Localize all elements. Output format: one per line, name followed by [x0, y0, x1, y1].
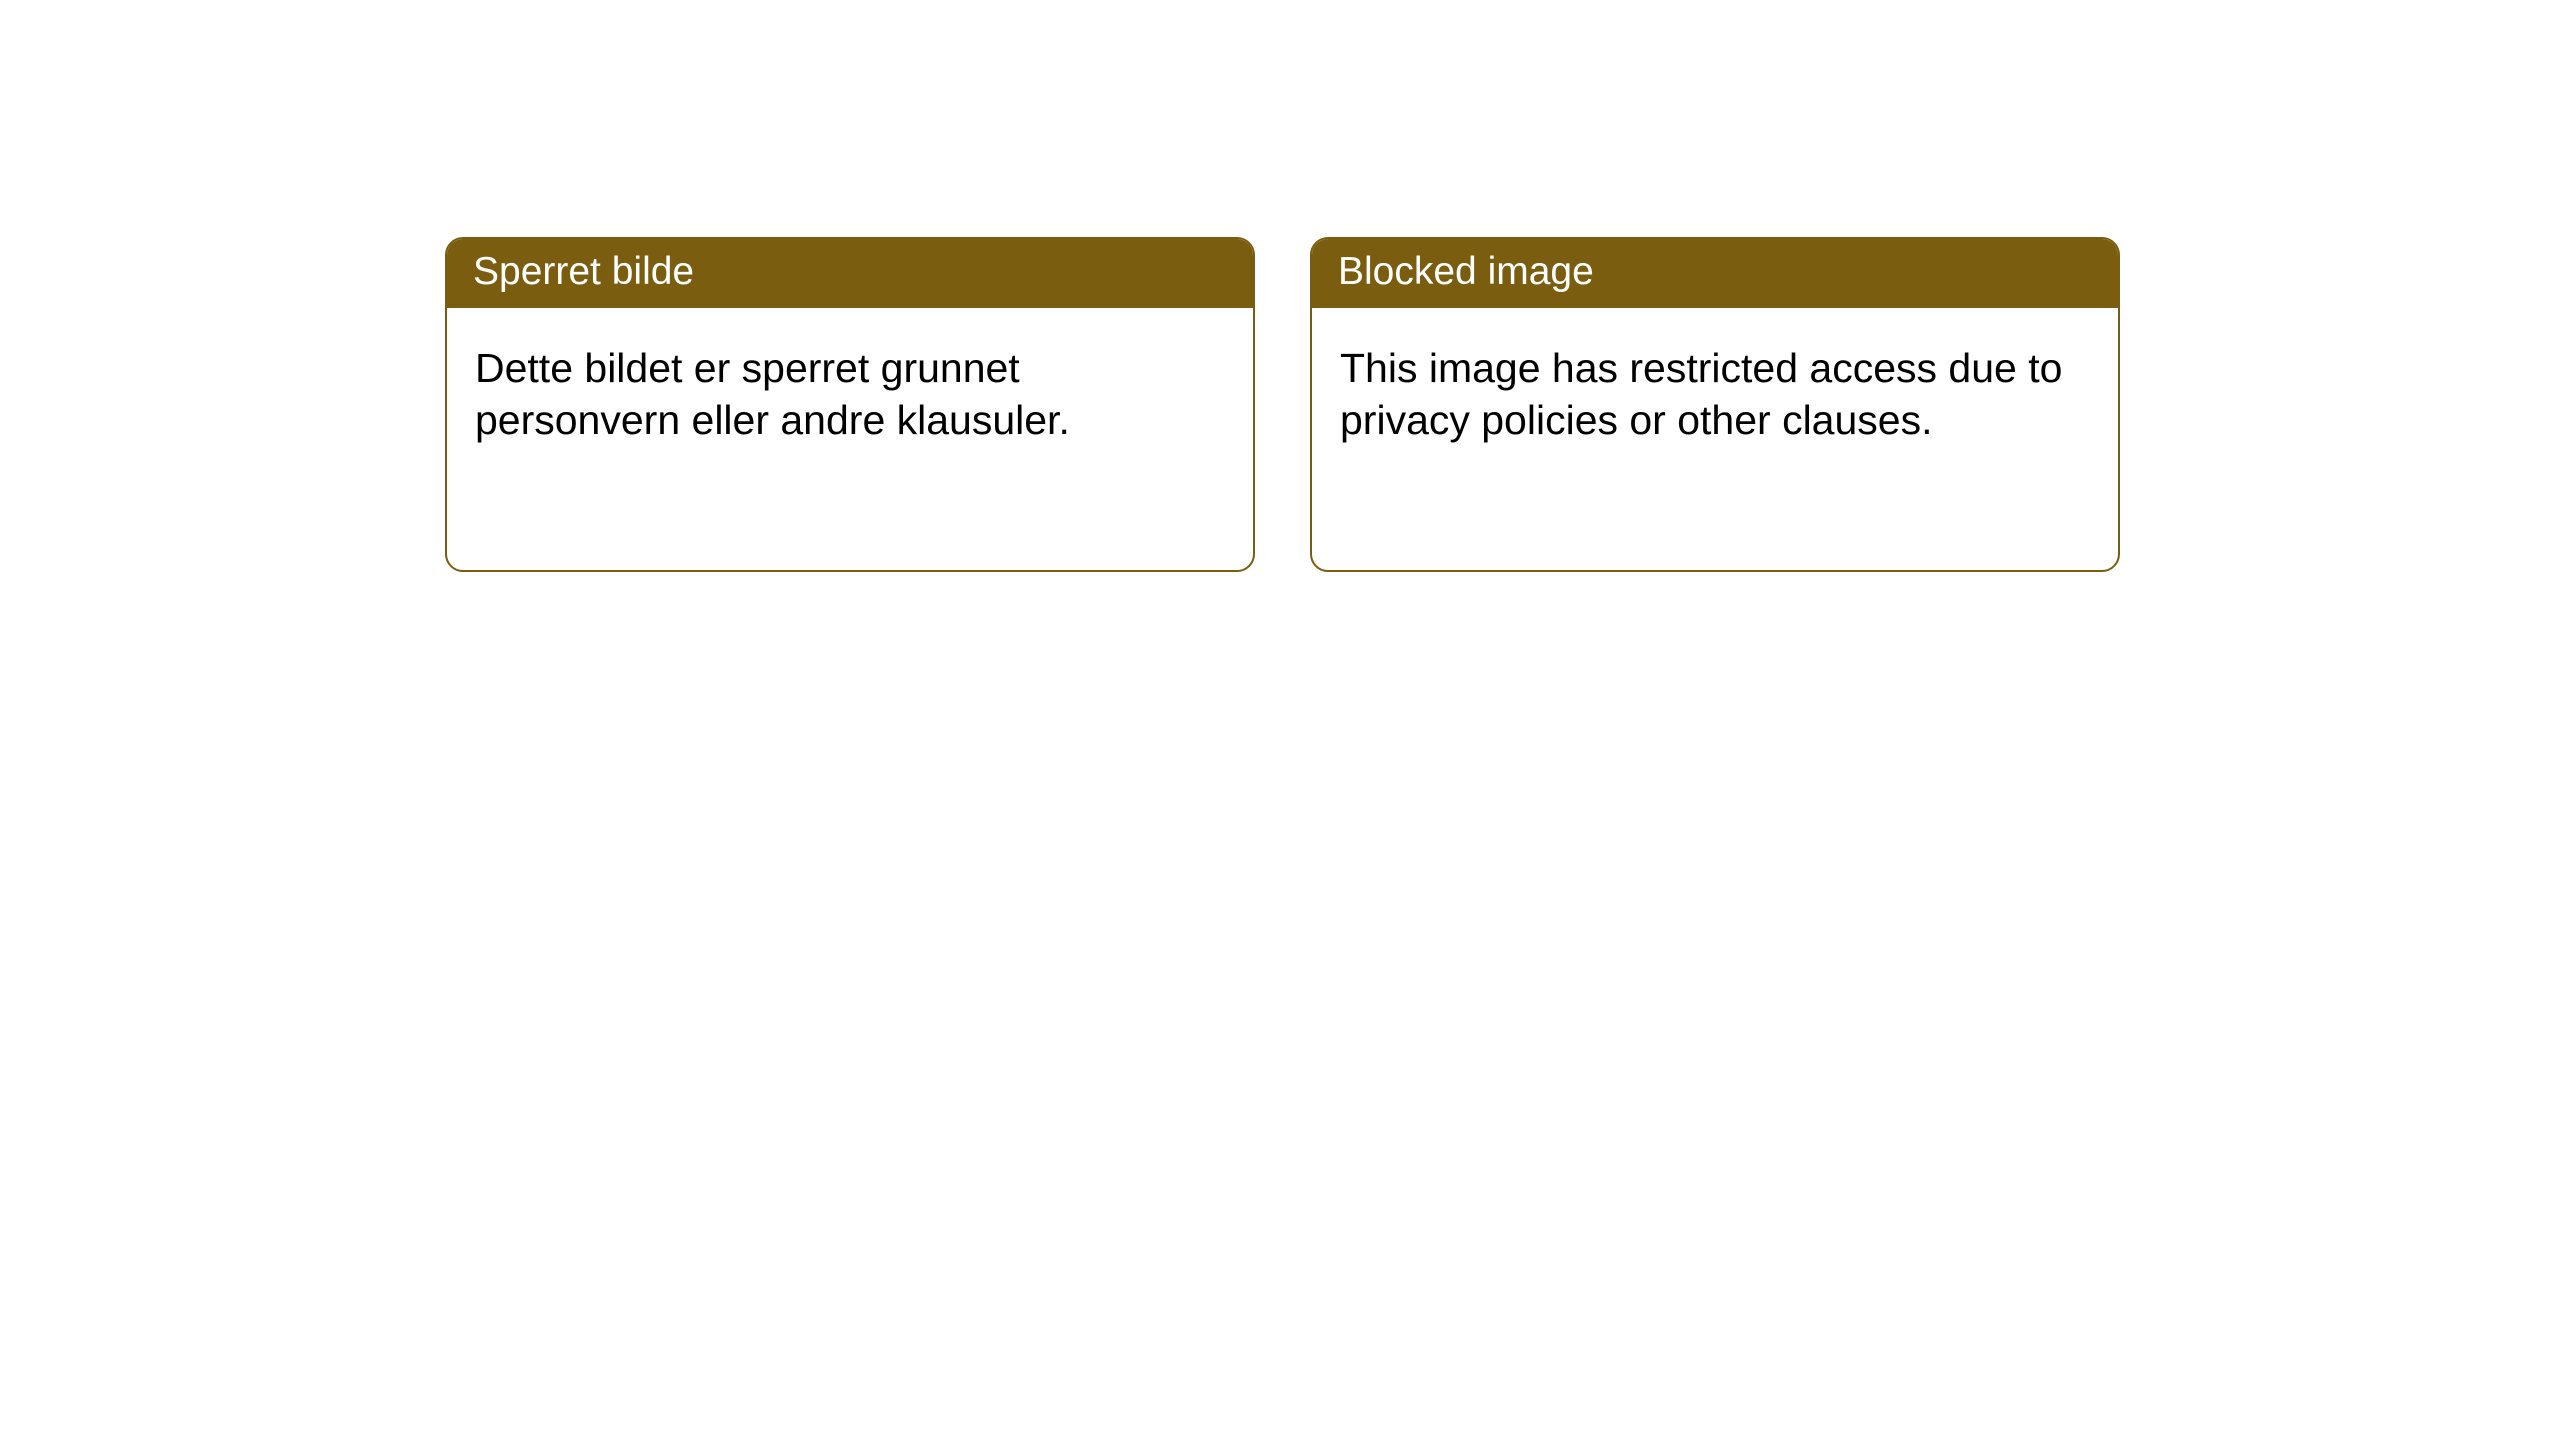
notice-container: Sperret bilde Dette bildet er sperret gr… — [0, 0, 2560, 572]
notice-title-english: Blocked image — [1312, 239, 2118, 308]
notice-body-norwegian: Dette bildet er sperret grunnet personve… — [447, 308, 1253, 481]
notice-title-norwegian: Sperret bilde — [447, 239, 1253, 308]
notice-body-english: This image has restricted access due to … — [1312, 308, 2118, 481]
notice-card-norwegian: Sperret bilde Dette bildet er sperret gr… — [445, 237, 1255, 572]
notice-card-english: Blocked image This image has restricted … — [1310, 237, 2120, 572]
